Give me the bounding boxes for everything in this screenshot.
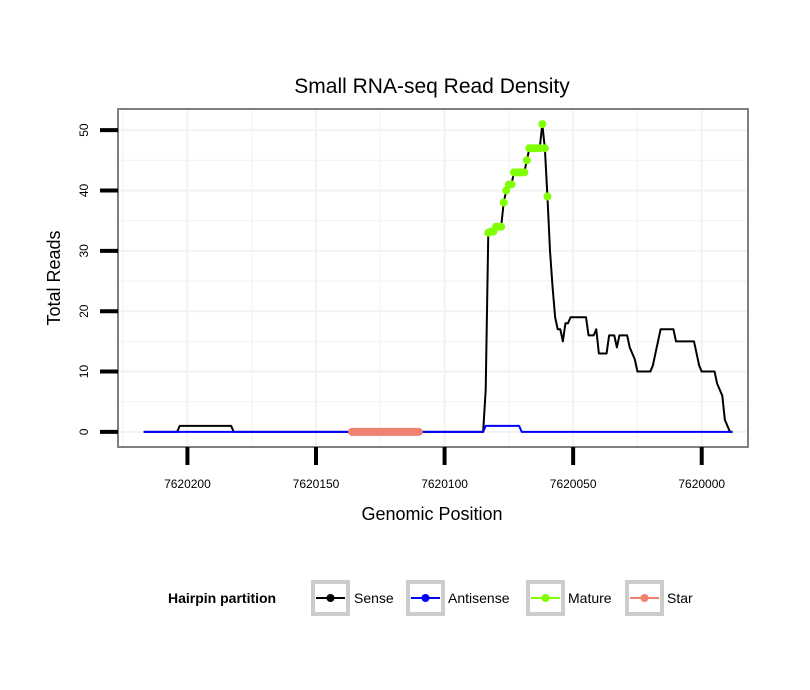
mature-point [540, 144, 549, 153]
legend-item-star: Star [625, 580, 693, 616]
legend-key-dot [421, 594, 430, 602]
legend-label: Sense [354, 590, 394, 606]
series-line-antisense [143, 424, 733, 433]
legend-item-mature: Mature [526, 580, 612, 616]
legend: Hairpin partition Sense Antisense Mature St… [168, 580, 693, 616]
mature-point [522, 156, 531, 165]
mature-point [543, 192, 552, 201]
legend-label: Antisense [448, 590, 510, 606]
y-tick-label: 30 [77, 244, 91, 258]
y-tick-label: 0 [77, 428, 91, 435]
x-tick-label: 7620000 [678, 477, 725, 491]
x-axis-title: Genomic Position [361, 504, 502, 524]
y-axis-title: Total Reads [44, 230, 64, 325]
mature-point [520, 168, 529, 177]
y-tick-label: 20 [77, 304, 91, 318]
y-tick-label: 40 [77, 183, 91, 197]
series-layer [143, 120, 733, 436]
x-tick-label: 7620050 [550, 477, 597, 491]
y-tick-label: 10 [77, 365, 91, 379]
legend-label: Star [667, 590, 693, 606]
y-tick-label: 50 [77, 123, 91, 137]
plot-panel [117, 108, 749, 448]
mature-point [507, 180, 516, 189]
legend-item-sense: Sense [311, 580, 394, 616]
mature-point [538, 120, 547, 129]
legend-item-antisense: Antisense [406, 580, 510, 616]
mature-point [502, 186, 511, 195]
legend-key-dot [640, 594, 649, 602]
legend-title: Hairpin partition [168, 590, 276, 606]
mature-point [499, 198, 508, 207]
x-tick-label: 7620200 [164, 477, 211, 491]
grid-lines [118, 109, 748, 447]
x-tick-label: 7620100 [421, 477, 468, 491]
x-tick-label: 7620150 [293, 477, 340, 491]
x-axis: 7620200 7620150 7620100 7620050 7620000 [164, 447, 725, 491]
legend-label: Mature [568, 590, 612, 606]
panel-border [117, 108, 749, 448]
chart-title: Small RNA-seq Read Density [294, 75, 570, 98]
mature-point [497, 222, 506, 231]
legend-key-dot [541, 594, 550, 602]
legend-entries: Sense Antisense Mature Star [311, 580, 693, 616]
y-axis: 0 10 20 30 40 50 [77, 123, 118, 435]
legend-key-dot [326, 594, 335, 602]
panel-background [118, 109, 748, 447]
